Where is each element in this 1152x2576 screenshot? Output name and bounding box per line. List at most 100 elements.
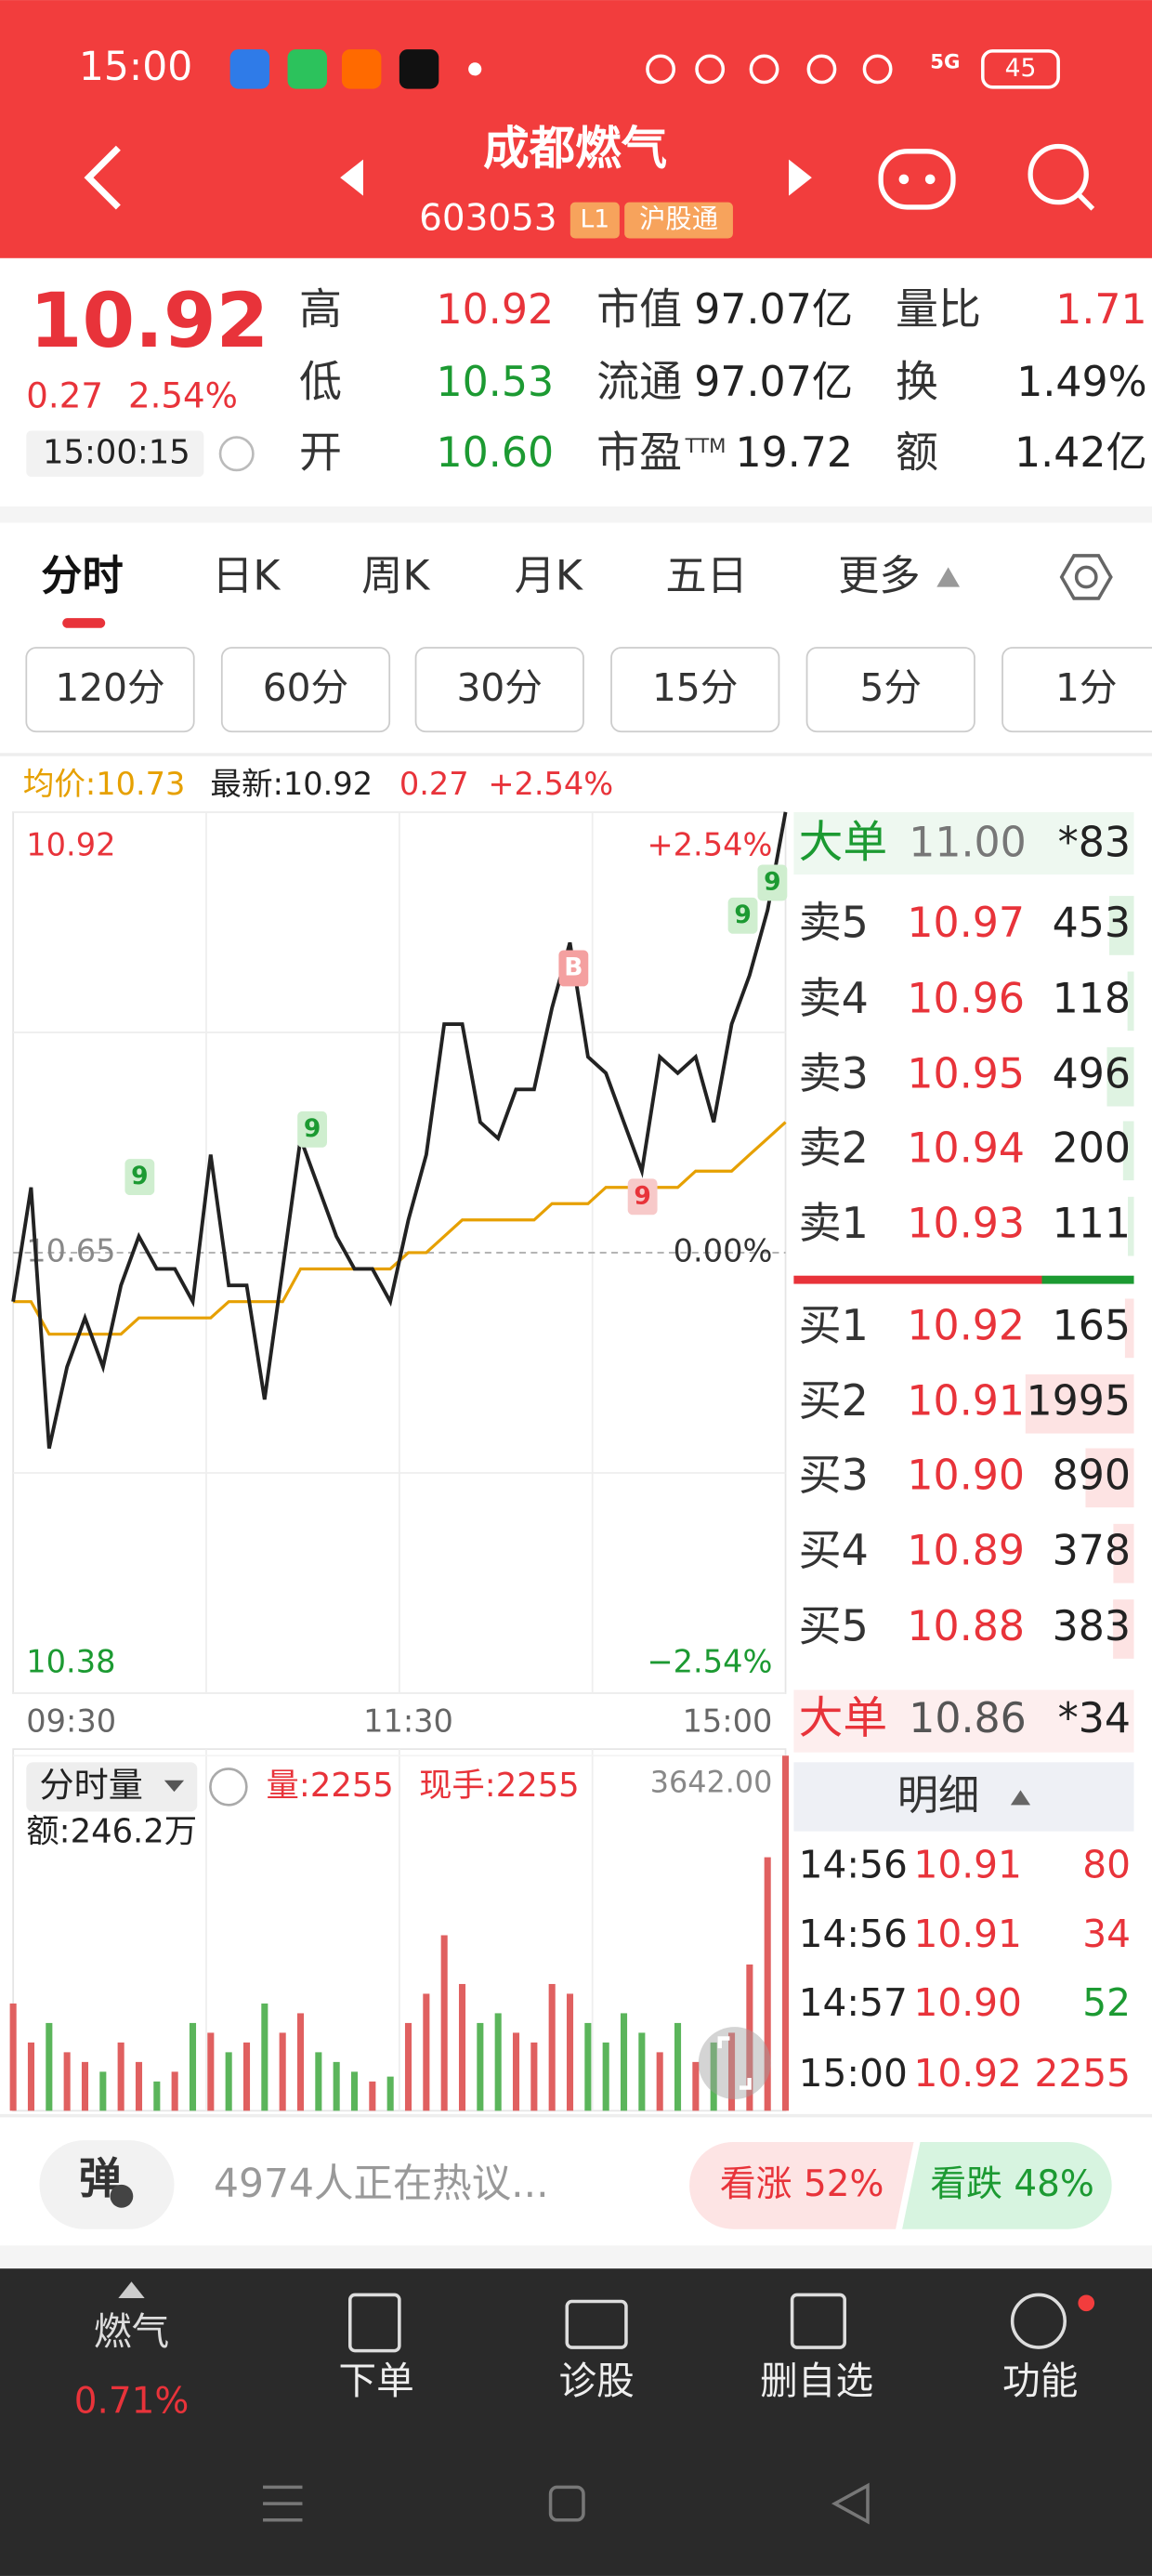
tab[interactable]: 分时 bbox=[41, 553, 123, 600]
period-button[interactable] bbox=[610, 647, 780, 733]
tab[interactable]: 日K bbox=[212, 553, 281, 600]
volume-selector[interactable] bbox=[26, 1762, 198, 1812]
status-icon bbox=[862, 54, 893, 85]
detail-header[interactable] bbox=[793, 1762, 1134, 1832]
big-sell-bg bbox=[793, 811, 1134, 875]
book-price: 10.97 bbox=[907, 900, 1025, 947]
bear-button[interactable] bbox=[902, 2141, 1112, 2229]
volume-bar bbox=[333, 2061, 340, 2111]
book-price: 10.93 bbox=[907, 1201, 1025, 1248]
nav-sector[interactable]: 燃气 bbox=[94, 2309, 169, 2354]
prev-stock[interactable] bbox=[340, 159, 363, 196]
period-button[interactable] bbox=[1001, 647, 1152, 733]
book-volume: 383 bbox=[1053, 1603, 1131, 1650]
volume-bar bbox=[530, 2042, 538, 2111]
time-box bbox=[26, 430, 204, 478]
status-icon bbox=[749, 54, 779, 85]
footer-sep bbox=[0, 2113, 1152, 2118]
trade-time: 15:00 bbox=[799, 2051, 908, 2096]
tab[interactable]: 周K bbox=[361, 553, 430, 600]
book-label: 买1 bbox=[799, 1300, 869, 1350]
nav-sector-change: 0.71% bbox=[74, 2381, 190, 2423]
separator bbox=[0, 506, 1152, 523]
volume-bar bbox=[117, 2042, 124, 2111]
nav-item[interactable]: 下单 bbox=[338, 2359, 413, 2403]
book-volume: 496 bbox=[1053, 1051, 1131, 1098]
volume-bar bbox=[46, 2022, 53, 2111]
tab[interactable]: 更多 bbox=[838, 553, 920, 600]
selector-arrow bbox=[164, 1780, 185, 1793]
book-label: 买2 bbox=[799, 1375, 869, 1426]
volume-bar bbox=[9, 2003, 17, 2111]
stock-code: 603053 bbox=[419, 198, 557, 240]
robot-icon[interactable] bbox=[878, 149, 956, 210]
discussion[interactable]: 4974人正在热议... bbox=[214, 2162, 549, 2207]
next-stock[interactable] bbox=[789, 159, 812, 196]
period-label[interactable]: 1分 bbox=[1055, 665, 1118, 710]
volume-bar bbox=[99, 2071, 107, 2111]
nav-icon bbox=[790, 2293, 846, 2349]
period-button[interactable] bbox=[25, 647, 195, 733]
book-price: 10.90 bbox=[907, 1452, 1025, 1499]
y-tick-label: 3642.00 bbox=[650, 1764, 773, 1799]
volume-title[interactable]: 分时量 bbox=[39, 1765, 142, 1805]
period-button[interactable] bbox=[805, 647, 975, 733]
signal-label: 9 bbox=[634, 1181, 650, 1210]
stat-label: 换 bbox=[896, 356, 938, 406]
book-volume: 200 bbox=[1053, 1124, 1131, 1172]
book-volume: 378 bbox=[1053, 1528, 1131, 1575]
detail-arrow bbox=[1010, 1790, 1031, 1806]
book-label: 卖4 bbox=[799, 973, 869, 1023]
info-icon[interactable] bbox=[218, 436, 255, 472]
period-button[interactable] bbox=[414, 647, 584, 733]
connect-text: 沪股通 bbox=[639, 204, 718, 234]
period-button[interactable] bbox=[220, 647, 391, 733]
bull-button[interactable] bbox=[689, 2141, 914, 2229]
depth-bar bbox=[1113, 1523, 1134, 1584]
book-price: 10.89 bbox=[907, 1528, 1025, 1575]
volume-bar bbox=[135, 2061, 143, 2111]
period-label[interactable]: 120分 bbox=[55, 665, 164, 710]
book-price: 10.95 bbox=[907, 1051, 1025, 1098]
stat-label: 市值 bbox=[596, 284, 682, 335]
book-price: 10.91 bbox=[907, 1378, 1025, 1426]
sys-menu[interactable] bbox=[263, 2485, 303, 2522]
book-price: 10.96 bbox=[907, 975, 1025, 1022]
bull-label[interactable]: 看涨 52% bbox=[720, 2163, 884, 2205]
period-label[interactable]: 30分 bbox=[457, 665, 543, 710]
stat-value: 1.49% bbox=[1016, 359, 1146, 406]
signal-badge bbox=[558, 950, 589, 987]
expand-button[interactable] bbox=[698, 2027, 771, 2099]
sys-home[interactable] bbox=[548, 2485, 585, 2522]
tab[interactable]: 五日 bbox=[665, 553, 747, 600]
period-label[interactable]: 15分 bbox=[652, 665, 738, 710]
detail-title[interactable]: 明细 bbox=[897, 1772, 979, 1820]
big-order-price: 10.86 bbox=[909, 1695, 1027, 1742]
summary-change: 0.27 bbox=[399, 766, 469, 802]
trade-volume: 2255 bbox=[1034, 2051, 1131, 2096]
tab[interactable]: 月K bbox=[515, 553, 583, 600]
sys-back[interactable] bbox=[831, 2482, 870, 2525]
depth-bar bbox=[1113, 1599, 1134, 1659]
help-icon[interactable] bbox=[209, 1768, 248, 1807]
settings-icon[interactable] bbox=[1059, 554, 1113, 600]
book-label: 买4 bbox=[799, 1525, 869, 1575]
back-button[interactable] bbox=[84, 145, 121, 210]
volume-bar bbox=[153, 2081, 161, 2111]
book-label: 卖2 bbox=[799, 1123, 869, 1173]
nav-item[interactable]: 诊股 bbox=[558, 2359, 634, 2403]
stat-value: 97.07亿 bbox=[694, 286, 853, 334]
danmaku-button[interactable] bbox=[39, 2140, 175, 2229]
period-label[interactable]: 5分 bbox=[859, 665, 922, 710]
period-label[interactable]: 60分 bbox=[263, 665, 348, 710]
signal-badge bbox=[297, 1111, 328, 1148]
volume-bar bbox=[638, 2032, 646, 2111]
nav-icon bbox=[565, 2299, 628, 2349]
search-icon[interactable] bbox=[1028, 143, 1089, 205]
nav-item[interactable]: 功能 bbox=[1002, 2359, 1078, 2403]
depth-bar bbox=[1109, 896, 1134, 955]
big-order-price: 11.00 bbox=[909, 819, 1027, 866]
bear-label[interactable]: 看跌 48% bbox=[930, 2163, 1094, 2205]
nav-item[interactable]: 删自选 bbox=[760, 2359, 873, 2403]
